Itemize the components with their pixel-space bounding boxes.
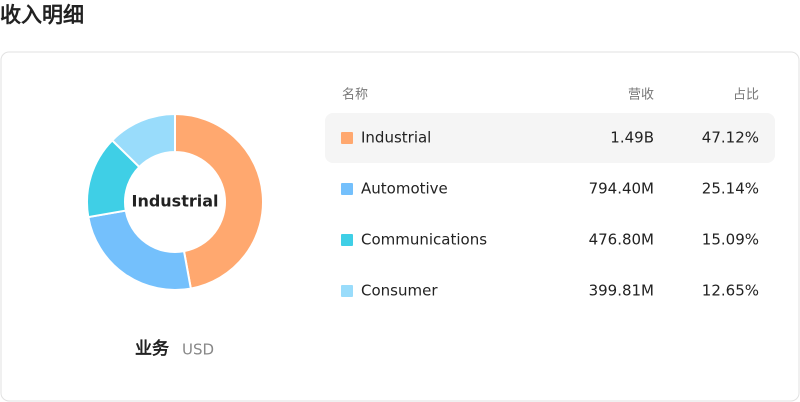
- row-revenue: 1.49B: [610, 129, 654, 147]
- legend-swatch: [341, 234, 353, 246]
- row-revenue: 794.40M: [589, 180, 654, 198]
- axis-label: 业务: [135, 338, 170, 359]
- column-header: 占比: [733, 88, 759, 103]
- row-highlight: [325, 113, 775, 163]
- column-header: 营收: [628, 88, 654, 103]
- legend-swatch: [341, 285, 353, 297]
- legend-swatch: [341, 132, 353, 144]
- legend-swatch: [341, 183, 353, 195]
- row-name[interactable]: Communications: [361, 231, 487, 249]
- row-share: 25.14%: [702, 180, 759, 198]
- row-share: 47.12%: [702, 129, 759, 147]
- donut-slice[interactable]: [174, 112, 264, 290]
- row-share: 15.09%: [702, 231, 759, 249]
- title: 收入明细: [0, 3, 84, 27]
- unit: USD: [182, 341, 214, 359]
- row-name[interactable]: Consumer: [361, 282, 438, 300]
- column-header: 名称: [342, 87, 368, 103]
- row-name[interactable]: Industrial: [361, 129, 431, 147]
- row-name[interactable]: Automotive: [361, 180, 448, 198]
- row-revenue: 476.80M: [589, 231, 654, 249]
- donut-slice[interactable]: [110, 112, 176, 169]
- center-label: Industrial: [131, 192, 218, 211]
- row-share: 12.65%: [702, 282, 759, 300]
- row-revenue: 399.81M: [589, 282, 654, 300]
